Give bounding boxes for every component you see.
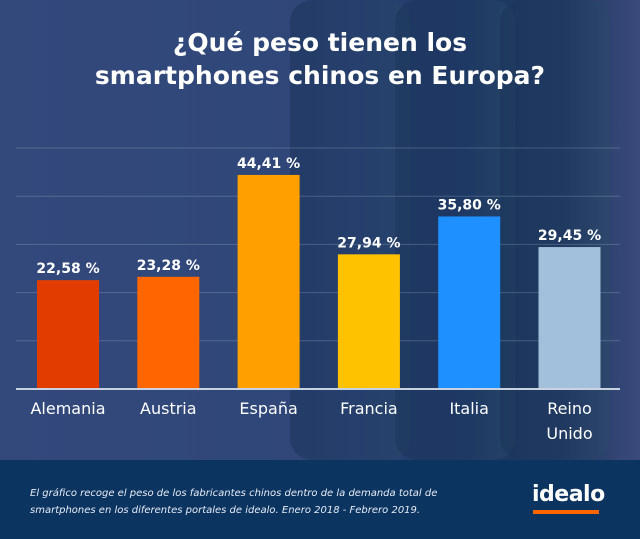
category-label: Alemania [30,399,105,418]
bar [37,280,99,389]
category-label: Unido [546,424,592,443]
bar [237,174,300,389]
value-label: 22,58 % [36,261,99,277]
bar [538,247,601,389]
title-line: smartphones chinos en Europa? [94,61,546,90]
background [0,0,640,460]
footnote-line: smartphones en los diferentes portales d… [30,505,421,516]
bar [137,276,200,389]
logo-underline [533,510,599,514]
value-label: 44,41 % [237,156,300,172]
value-label: 29,45 % [538,228,601,244]
value-label: 27,94 % [337,235,400,251]
footer: El gráfico recoge el peso de los fabrica… [0,460,640,539]
category-label: Austria [140,399,197,418]
category-label: España [239,399,297,418]
category-label: Italia [449,399,489,418]
idealo-logo: idealo [532,482,605,507]
footnote-line: El gráfico recoge el peso de los fabrica… [30,488,438,499]
bar-chart: 22,58 % Alemania 23,28 % Austria 44,41 % Espa… [16,147,620,443]
bar [438,216,501,389]
category-label: Francia [340,399,398,418]
value-label: 35,80 % [438,197,501,213]
title-line: ¿Qué peso tienen los [172,28,468,57]
category-label: Reino [547,399,592,418]
chart-title: ¿Qué peso tienen los smartphones chinos … [0,26,640,92]
footnote: El gráfico recoge el peso de los fabrica… [30,485,450,519]
value-label: 23,28 % [137,258,200,274]
bar [337,254,400,389]
